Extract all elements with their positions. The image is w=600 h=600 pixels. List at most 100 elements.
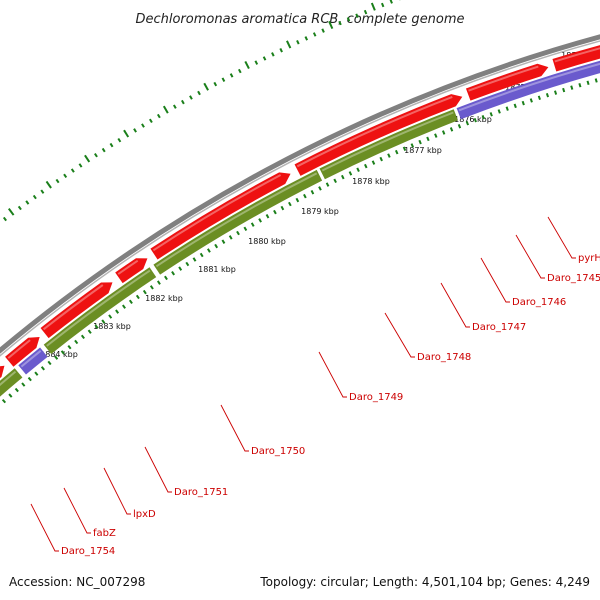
gene-label: Daro_1748 xyxy=(417,352,471,363)
minor-tick xyxy=(133,128,137,133)
inner-tick xyxy=(341,174,345,180)
inner-tick xyxy=(135,294,140,300)
minor-tick xyxy=(109,142,114,148)
minor-tick xyxy=(189,95,193,100)
accession-text: Accession: NC_007298 xyxy=(9,575,145,589)
backbone-inner-line xyxy=(0,40,600,357)
inner-tick xyxy=(402,146,407,152)
inner-tick xyxy=(554,90,558,95)
inner-tick xyxy=(318,186,322,191)
inner-tick xyxy=(122,304,126,309)
gene-leader-line xyxy=(480,257,510,303)
forward-gene-8-shine xyxy=(554,47,600,63)
major-tick xyxy=(328,20,334,30)
minor-tick xyxy=(296,40,300,45)
inner-tick xyxy=(310,190,315,195)
forward-gene-3-shine xyxy=(42,284,104,331)
gene-leader-line xyxy=(144,446,172,493)
inner-tick xyxy=(441,130,446,135)
inner-tick xyxy=(149,285,154,290)
inner-tick xyxy=(128,299,133,305)
minor-tick xyxy=(213,81,218,87)
minor-tick xyxy=(117,137,122,143)
forward-gene-4 xyxy=(115,258,148,284)
inner-tick xyxy=(387,153,391,158)
forward-gene-5-shine xyxy=(152,174,282,252)
inner-tick xyxy=(457,124,462,129)
minor-tick xyxy=(304,36,309,41)
inner-tick xyxy=(481,115,485,120)
inner-tick xyxy=(27,376,32,382)
major-tick xyxy=(370,2,376,11)
inner-tick xyxy=(101,319,106,324)
forward-gene-4-shine xyxy=(117,259,139,275)
outer-tick-ring xyxy=(2,0,401,222)
inner-tick xyxy=(418,139,422,145)
inner-tick xyxy=(250,222,255,227)
major-tick xyxy=(162,105,169,114)
minor-tick xyxy=(181,99,185,105)
minor-tick xyxy=(229,73,234,78)
major-tick xyxy=(45,180,52,189)
gene-leader-line xyxy=(220,404,249,452)
reverse-gene-1-shine xyxy=(0,370,17,387)
backbone xyxy=(0,34,600,357)
minor-tick xyxy=(363,9,368,15)
minor-tick xyxy=(355,13,359,18)
inner-tick xyxy=(371,160,376,165)
inner-tick xyxy=(356,167,360,172)
inner-tick xyxy=(164,275,168,281)
reverse-strand-genes xyxy=(0,60,600,397)
gene-leader-line xyxy=(515,234,545,279)
inner-tick xyxy=(228,235,233,240)
minor-tick xyxy=(17,205,22,211)
forward-gene-7-shine xyxy=(468,65,539,92)
gene-label: Daro_1747 xyxy=(472,322,526,333)
forward-strand-genes xyxy=(0,45,600,379)
major-tick xyxy=(244,61,250,70)
gene-label: pyrH xyxy=(578,253,600,264)
minor-tick xyxy=(156,113,161,119)
reverse-gene-2-shine xyxy=(20,350,42,368)
inner-tick xyxy=(21,382,26,387)
reverse-gene-5 xyxy=(319,109,459,180)
major-tick xyxy=(286,40,292,49)
minor-tick xyxy=(197,90,201,96)
gene-leader-line xyxy=(30,503,59,552)
inner-tick xyxy=(513,103,517,109)
inner-tick xyxy=(214,243,219,249)
inner-tick xyxy=(497,109,501,114)
inner-tick xyxy=(288,201,292,207)
gene-leader-line xyxy=(384,312,415,358)
inner-tick xyxy=(94,324,99,329)
inner-tick xyxy=(142,289,147,295)
minor-tick xyxy=(221,77,226,82)
minor-tick xyxy=(141,123,145,128)
inner-tick xyxy=(529,98,533,103)
kbp-label: 1882 kbp xyxy=(145,294,183,303)
forward-gene-7 xyxy=(465,63,549,101)
inner-tick xyxy=(333,178,337,184)
kbp-label: 1884 kbp xyxy=(40,350,78,359)
inner-tick xyxy=(586,80,590,86)
major-tick xyxy=(8,208,15,216)
minor-tick xyxy=(32,194,37,200)
kbp-label: 1878 kbp xyxy=(352,177,390,186)
gene-label: Daro_1751 xyxy=(174,487,228,498)
inner-tick xyxy=(1,398,7,404)
reverse-gene-5-shine xyxy=(321,111,454,172)
minor-tick xyxy=(70,168,75,173)
inner-tick xyxy=(54,355,59,360)
forward-gene-2 xyxy=(5,336,40,367)
reverse-gene-1 xyxy=(0,368,23,397)
gene-leader-line xyxy=(318,351,347,398)
inner-tick xyxy=(473,117,477,123)
minor-tick xyxy=(101,147,106,153)
backbone-outer-line xyxy=(0,34,600,354)
kbp-label: 1881 kbp xyxy=(198,265,236,274)
inner-tick xyxy=(47,360,52,366)
forward-gene-8 xyxy=(552,45,600,72)
inner-tick xyxy=(199,252,204,258)
